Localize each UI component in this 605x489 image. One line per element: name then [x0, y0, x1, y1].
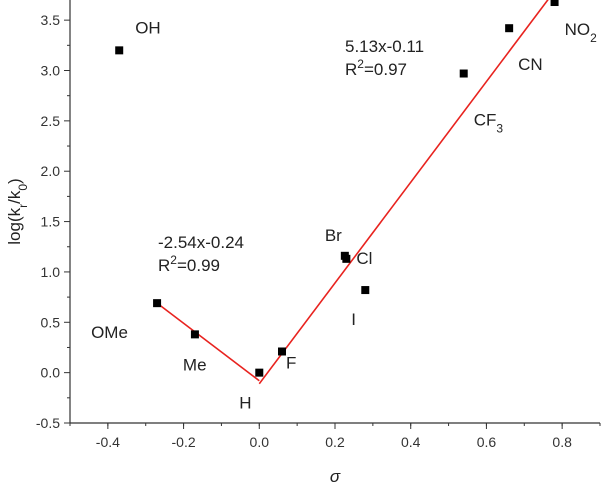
data-points [115, 0, 559, 377]
data-point [550, 0, 559, 7]
point-label: OMe [91, 323, 128, 342]
y-tick-label: 2.0 [41, 163, 61, 179]
fit-line [156, 302, 260, 382]
y-tick-label: 0.5 [41, 314, 61, 330]
y-axis-title: log(kr/k0) [5, 178, 30, 244]
fit-r2: R2=0.97 [345, 57, 407, 79]
point-label: NO2 [565, 20, 598, 45]
data-point [278, 347, 286, 356]
y-tick-label: 3.5 [41, 12, 61, 28]
x-axis-title: σ [330, 467, 341, 486]
fit-r2: R2=0.99 [158, 253, 220, 275]
fit-line [258, 0, 549, 385]
point-label: H [239, 394, 251, 413]
x-tick-label: 0.4 [401, 434, 421, 450]
point-label: Me [183, 355, 207, 374]
y-tick-label: 1.0 [41, 264, 61, 280]
data-point [255, 368, 264, 377]
x-tick-label: 0.6 [477, 434, 497, 450]
point-label: Br [325, 226, 342, 245]
data-point [153, 299, 162, 308]
data-point [361, 286, 370, 295]
fit-equation: 5.13x-0.11 [345, 37, 424, 56]
x-tick-label: -0.2 [172, 434, 196, 450]
y-tick-label: 1.5 [41, 214, 61, 230]
data-point [190, 330, 199, 339]
y-tick-label: -0.5 [36, 415, 60, 431]
data-point [505, 24, 514, 33]
fit-lines [156, 0, 549, 385]
point-label: CF3 [474, 111, 504, 136]
data-point [459, 69, 468, 78]
data-point [115, 46, 124, 55]
point-label: F [286, 353, 296, 372]
point-label: CN [518, 55, 543, 74]
x-tick-label: -0.4 [96, 434, 120, 450]
point-labels: OH OMe Me H F Br Cl I CF3 CN NO2 [91, 18, 597, 412]
axes: -0.4 -0.2 0.0 0.2 0.4 0.6 0.8 -0.5 0.0 0.5 1.0 1.5 2… [5, 0, 601, 486]
fit-equation: -2.54x-0.24 [158, 233, 244, 252]
x-tick-label: 0.0 [250, 434, 270, 450]
x-tick-label: 0.2 [325, 434, 345, 450]
point-label: OH [135, 18, 161, 37]
y-tick-label: 2.5 [41, 113, 61, 129]
point-label: Cl [356, 249, 372, 268]
x-tick-label: 0.8 [552, 434, 572, 450]
y-tick-label: 0.0 [41, 365, 61, 381]
y-tick-label: 3.0 [41, 63, 61, 79]
point-label: I [351, 310, 356, 329]
data-point [342, 254, 351, 263]
